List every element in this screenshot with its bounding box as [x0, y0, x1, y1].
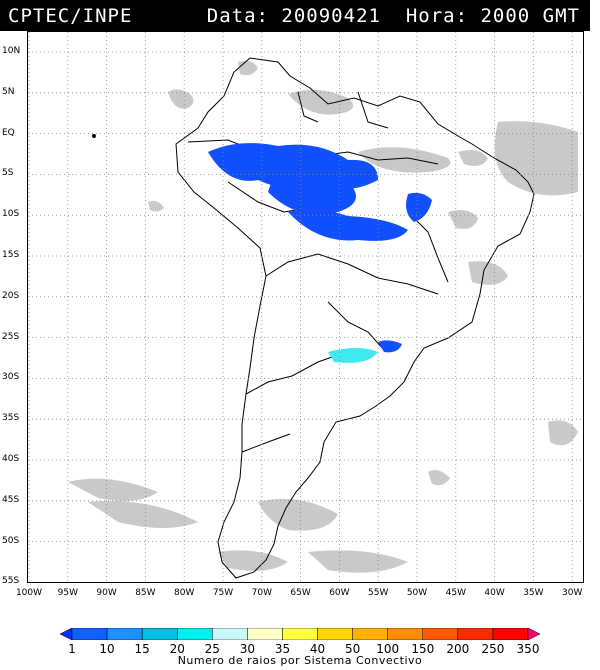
lon-label: 85W — [135, 588, 156, 598]
datetime-label: Data: 20090421 Hora: 2000 GMT — [207, 5, 580, 27]
grid-lines — [28, 32, 583, 582]
lat-label: 10S — [2, 209, 20, 220]
date-label: Data: 20090421 — [206, 5, 381, 27]
legend-swatch — [212, 628, 248, 640]
source-label: CPTEC/INPE — [8, 5, 133, 27]
legend-swatch — [282, 628, 318, 640]
legend-tick-label: 1 — [68, 642, 76, 656]
lon-label: 80W — [174, 588, 195, 598]
legend-tick-label: 200 — [446, 642, 470, 656]
legend-arrow-left — [60, 628, 73, 640]
storm-cells — [92, 134, 432, 363]
map-canvas — [28, 32, 583, 582]
lat-label: 30S — [2, 372, 20, 383]
lon-label: 70W — [251, 588, 272, 598]
lat-label: 5N — [2, 86, 15, 97]
lon-label: 40W — [484, 588, 505, 598]
lon-label: 35W — [523, 588, 544, 598]
legend-arrow-right — [527, 628, 540, 640]
lat-label: 15S — [2, 250, 20, 260]
legend-tick-label: 15 — [134, 642, 150, 656]
legend-swatch — [352, 628, 388, 640]
lon-label: 90W — [96, 588, 117, 598]
legend-swatch — [176, 628, 213, 640]
legend-swatch — [457, 628, 494, 640]
legend-tick-label: 10 — [99, 642, 115, 656]
legend-tick-label: 50 — [344, 642, 361, 656]
legend-tick-label: 100 — [376, 642, 400, 656]
legend-swatch — [317, 628, 353, 640]
lat-label: 25S — [2, 331, 20, 342]
legend-tick-label: 250 — [481, 642, 505, 656]
legend-tick-label: 150 — [411, 642, 435, 656]
lat-label: 20S — [2, 290, 20, 301]
legend-swatch — [387, 628, 424, 640]
lon-label: 50W — [406, 588, 428, 598]
map-frame — [27, 31, 584, 583]
lon-label: 65W — [290, 588, 311, 598]
lat-label: 10N — [2, 46, 21, 56]
time-label: Hora: 2000 GMT — [405, 5, 580, 27]
legend-swatch — [422, 628, 459, 640]
legend-tick-label: 35 — [274, 642, 291, 656]
lat-label: 50S — [2, 535, 20, 546]
lon-label: 30W — [562, 588, 583, 598]
lat-label: 45S — [2, 494, 20, 505]
title-bar: CPTEC/INPE Data: 20090421 Hora: 2000 GMT — [0, 0, 590, 31]
legend-swatch — [247, 628, 283, 640]
legend-swatch — [492, 628, 529, 640]
legend-tick-label: 350 — [516, 642, 540, 656]
legend-tick-label: 25 — [204, 642, 220, 656]
lon-label: 60W — [329, 588, 350, 598]
cloud-layer — [68, 60, 578, 573]
coastline — [175, 57, 535, 579]
lon-label: 45W — [445, 588, 466, 598]
lon-label: 75W — [212, 588, 234, 598]
lon-label: 95W — [57, 588, 78, 598]
legend-tick-label: 40 — [309, 642, 326, 656]
lat-label: 55S — [2, 576, 20, 587]
legend-swatch — [71, 628, 108, 640]
legend-title: Numero de raios por Sistema Convectivo — [177, 654, 423, 667]
lat-label: 5S — [2, 168, 14, 179]
lon-label: 100W — [15, 588, 43, 598]
lat-label: EQ — [2, 127, 15, 138]
legend-swatch — [141, 628, 178, 640]
legend-tick-label: 20 — [169, 642, 185, 656]
lat-label: 40S — [2, 454, 20, 464]
lon-label: 55W — [368, 588, 389, 598]
color-scale-bar — [60, 628, 540, 640]
lat-label: 35S — [2, 413, 20, 424]
legend-swatch — [106, 628, 143, 640]
legend-tick-label: 30 — [239, 642, 256, 656]
